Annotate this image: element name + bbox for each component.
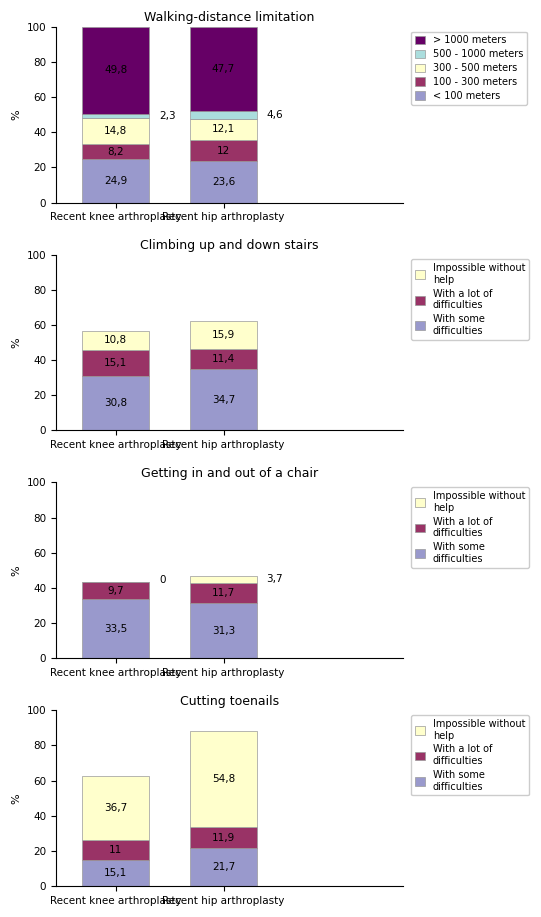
Title: Walking-distance limitation: Walking-distance limitation [144,11,315,24]
Text: 8,2: 8,2 [108,147,124,157]
Text: 23,6: 23,6 [212,177,235,187]
Legend: Impossible without
help, With a lot of
difficulties, With some
difficulties: Impossible without help, With a lot of d… [411,487,529,568]
Legend: > 1000 meters, 500 - 1000 meters, 300 - 500 meters, 100 - 300 meters, < 100 mete: > 1000 meters, 500 - 1000 meters, 300 - … [411,31,527,105]
Bar [82,600,149,658]
Bar [190,848,257,886]
Text: 9,7: 9,7 [108,586,124,596]
Title: Getting in and out of a chair: Getting in and out of a chair [141,467,318,480]
Text: 15,1: 15,1 [104,358,128,368]
Bar [190,731,257,827]
Bar [82,776,149,840]
Bar [82,376,149,430]
Bar [190,827,257,848]
Bar [190,111,257,118]
Text: 31,3: 31,3 [212,625,235,635]
Text: 4,6: 4,6 [267,110,283,119]
Legend: Impossible without
help, With a lot of
difficulties, With some
difficulties: Impossible without help, With a lot of d… [411,260,529,339]
Bar [82,115,149,118]
Bar [82,118,149,144]
Bar [190,27,257,111]
Text: 30,8: 30,8 [104,398,128,408]
Bar [190,140,257,161]
Bar [190,161,257,203]
Y-axis label: %: % [11,109,21,120]
Title: Cutting toenails: Cutting toenails [180,695,279,708]
Bar [190,576,257,582]
Y-axis label: %: % [11,337,21,348]
Bar [190,321,257,349]
Text: 11,7: 11,7 [212,588,235,598]
Y-axis label: %: % [11,793,21,803]
Text: 14,8: 14,8 [104,127,128,137]
Bar [82,582,149,600]
Bar [82,859,149,886]
Legend: Impossible without
help, With a lot of
difficulties, With some
difficulties: Impossible without help, With a lot of d… [411,715,529,795]
Bar [190,349,257,370]
Text: 0: 0 [159,575,166,585]
Text: 3,7: 3,7 [267,574,283,584]
Bar [82,840,149,859]
Bar [190,370,257,430]
Bar [82,331,149,349]
Y-axis label: %: % [11,565,21,576]
Text: 15,9: 15,9 [212,330,235,340]
Text: 15,1: 15,1 [104,867,128,878]
Text: 34,7: 34,7 [212,395,235,405]
Bar [82,159,149,203]
Text: 49,8: 49,8 [104,65,128,75]
Text: 11,4: 11,4 [212,354,235,364]
Text: 10,8: 10,8 [104,336,128,345]
Bar [82,349,149,376]
Text: 47,7: 47,7 [212,63,235,73]
Bar [82,27,149,115]
Bar [82,144,149,159]
Text: 36,7: 36,7 [104,803,128,813]
Bar [190,118,257,140]
Text: 24,9: 24,9 [104,176,128,185]
Text: 21,7: 21,7 [212,862,235,872]
Bar [190,582,257,603]
Text: 33,5: 33,5 [104,624,128,634]
Text: 2,3: 2,3 [159,111,176,121]
Text: 11,9: 11,9 [212,833,235,843]
Title: Climbing up and down stairs: Climbing up and down stairs [140,239,319,252]
Text: 54,8: 54,8 [212,774,235,784]
Text: 12,1: 12,1 [212,125,235,134]
Text: 12: 12 [217,146,230,156]
Bar [190,603,257,658]
Text: 11: 11 [109,845,122,855]
